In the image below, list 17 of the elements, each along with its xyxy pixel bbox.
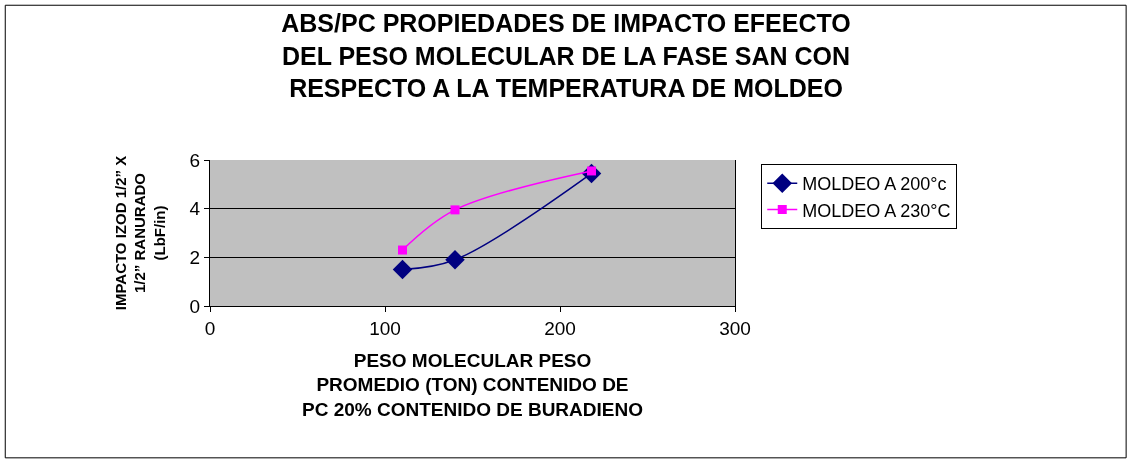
legend-label: MOLDEO A 230°C [802, 200, 951, 221]
x-tick-label: 300 [719, 317, 751, 339]
x-tick-label: 100 [369, 317, 401, 339]
y-tick-label: 6 [189, 149, 201, 171]
y-tick-label: 4 [189, 198, 201, 220]
legend-label: MOLDEO A 200°c [802, 174, 947, 195]
chart-title: ABS/PC PROPIEDADES DE IMPACTO EFEECTO DEL PESO MOLECULAR DE LA FASE SAN CON RESPECTO A LA TEMPERATURA DE MOLDEO [281, 9, 851, 103]
point [445, 250, 465, 270]
y-axis-title: IMPACTO IZOD 1/2” X 1/2” RANURADO (LbF/in) [111, 155, 168, 311]
point [450, 205, 460, 215]
point [398, 245, 407, 255]
y-tick-label: 2 [189, 246, 201, 268]
x-tick-label: 0 [204, 317, 216, 339]
y-tick-label: 0 [189, 295, 201, 317]
x-tick-label: 200 [544, 317, 576, 339]
point [392, 259, 413, 280]
x-axis-title: PESO MOLECULAR PESO PROMEDIO (TON) CONTENIDO DE PC 20% CONTENIDO DE BURADIENO [302, 349, 643, 420]
